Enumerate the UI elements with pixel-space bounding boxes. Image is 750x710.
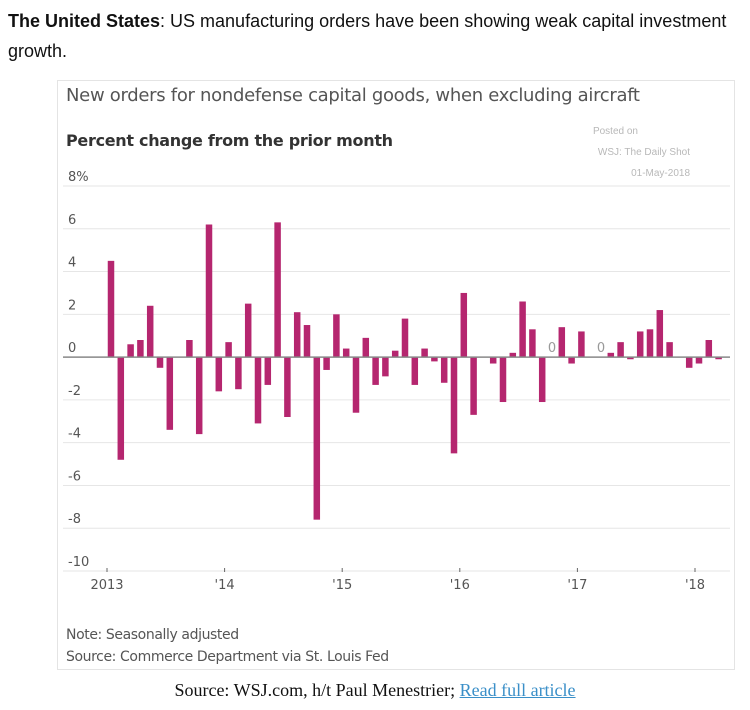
credit-line: Source: WSJ.com, h/t Paul Menestrier; Re… [0,680,750,701]
bar-2015-11 [440,357,448,383]
bar-2013-07 [166,357,174,430]
zero-value-label: 0 [548,341,556,356]
x-tick-label: '17 [567,578,587,593]
source-text: Source: Commerce Department via St. Loui… [66,649,389,665]
bar-2016-04 [489,357,497,364]
y-tick-label: -10 [68,555,89,570]
bar-2016-07 [519,301,526,358]
bar-2014-07 [284,357,291,417]
y-tick-label: 8% [68,170,89,185]
bar-2016-02 [470,357,477,415]
chart-notes: Note: Seasonally adjusted Source: Commer… [66,624,389,668]
bar-2017-06 [627,357,634,360]
bar-2013-12 [215,357,223,392]
bar-2014-08 [293,312,301,358]
bar-2017-12 [685,357,693,368]
bar-2015-04 [372,357,379,385]
y-tick-label: -4 [68,427,81,442]
y-tick-label: 0 [68,341,76,356]
chart-card: New orders for nondefense capital goods,… [57,80,735,670]
bar-2015-01 [342,348,350,358]
bar-2013-02 [117,357,125,460]
bar-2016-05 [499,357,507,403]
bar-2015-05 [382,357,389,377]
bar-2013-10 [195,357,203,435]
bar-2015-07 [401,318,409,358]
y-tick-label: 2 [68,298,76,313]
bar-2018-03 [715,357,722,360]
bar-2017-10 [666,342,673,358]
bar-2014-01 [225,342,232,358]
posted-watermark: Posted on WSJ: The Daily Shot 01-May-201… [593,121,690,184]
chart-subtitle: Percent change from the prior month [66,131,393,150]
bar-2017-07 [636,331,644,358]
bar-2018-02 [705,340,713,358]
bar-2013-09 [186,340,193,358]
bar-2014-12 [333,314,340,358]
bar-2017-09 [656,310,664,358]
bar-2017-08 [646,329,654,358]
x-tick-label: '14 [215,578,235,593]
bar-2016-11 [558,327,566,358]
bar-2016-12 [568,357,575,364]
note-text: Note: Seasonally adjusted [66,627,239,643]
bar-2014-11 [323,357,330,370]
bar-2014-05 [264,357,272,385]
posted-line-2: WSJ: The Daily Shot [597,147,690,158]
bar-2017-04 [607,352,615,358]
bar-2014-02 [235,357,242,390]
credit-text: Source: WSJ.com, h/t Paul Menestrier; [174,680,460,700]
posted-line-1: Posted on [592,126,638,137]
bar-2014-04 [254,357,262,424]
x-tick-label: 2013 [90,578,123,593]
intro-country: The United States [8,11,161,31]
bar-2015-08 [411,357,419,385]
x-tick-label: '16 [450,578,470,593]
bar-2013-01 [107,260,115,358]
bar-2016-09 [538,357,546,403]
chart-title: New orders for nondefense capital goods,… [66,85,640,106]
bar-2014-06 [274,222,281,358]
bar-2013-11 [205,224,213,358]
bar-2014-09 [303,325,311,358]
y-tick-label: -6 [68,469,81,484]
bar-2013-04 [137,340,144,358]
bar-2014-10 [313,357,321,520]
y-tick-label: -8 [68,512,81,527]
intro-text: : US manufacturing orders have been show… [8,11,727,61]
bar-2015-09 [421,348,428,358]
bar-2015-06 [391,350,399,358]
bar-2013-03 [127,344,134,358]
bar-2017-05 [617,342,624,358]
bar-2017-01 [578,331,585,358]
zero-value-label: 0 [597,341,605,356]
bar-2013-06 [156,357,164,368]
intro-paragraph: The United States: US manufacturing orde… [8,6,738,66]
y-tick-label: 6 [68,213,76,228]
bar-2016-06 [509,352,517,358]
bar-2014-03 [244,303,252,358]
bar-2015-10 [431,357,438,362]
bar-2015-12 [450,357,458,454]
posted-line-3: 01-May-2018 [631,168,690,179]
bar-2015-02 [352,357,360,413]
bar-2016-08 [529,329,536,358]
y-tick-label: -2 [68,384,81,399]
x-tick-label: '18 [685,578,705,593]
bar-2013-05 [146,305,154,358]
bar-2018-01 [695,357,703,364]
read-full-article-link[interactable]: Read full article [459,680,576,700]
x-tick-label: '15 [332,578,352,593]
bar-chart: 8% 6 4 2 0 -2 -4 -6 -8 -10 0 0 2013 '14 '15 '16 '17 '18 [63,170,730,593]
bar-2016-01 [460,292,468,358]
bar-2015-03 [362,337,370,358]
y-tick-label: 4 [68,256,76,271]
